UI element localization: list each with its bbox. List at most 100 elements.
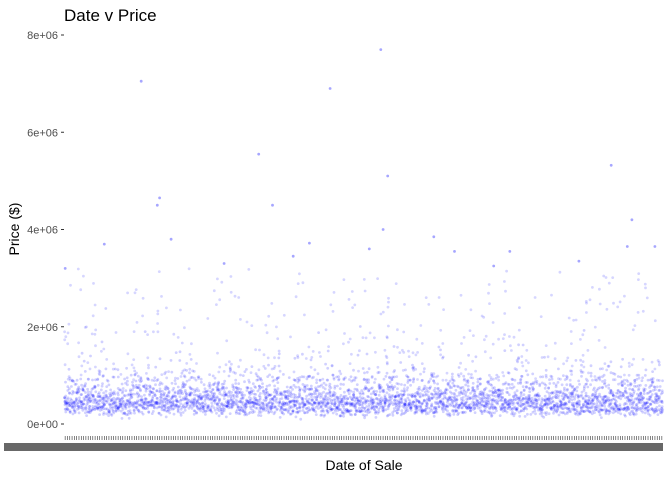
data-point xyxy=(280,402,284,406)
data-point xyxy=(120,417,124,420)
data-point xyxy=(375,405,379,409)
data-point xyxy=(121,396,124,400)
data-point xyxy=(340,397,344,401)
data-point xyxy=(537,394,541,398)
data-point xyxy=(375,390,378,393)
data-point xyxy=(333,394,337,397)
data-point xyxy=(499,394,502,398)
data-point xyxy=(222,262,226,265)
data-point xyxy=(189,391,193,395)
data-point xyxy=(91,408,94,411)
data-point xyxy=(611,393,615,396)
data-point xyxy=(424,410,428,414)
data-point xyxy=(400,412,404,415)
data-point xyxy=(202,405,206,409)
data-point xyxy=(107,410,111,413)
data-point xyxy=(323,394,327,398)
data-point xyxy=(156,400,159,404)
data-point xyxy=(601,408,604,412)
data-point xyxy=(177,400,181,403)
data-point xyxy=(311,406,314,410)
data-point xyxy=(285,401,288,405)
data-point xyxy=(204,402,207,406)
data-point xyxy=(79,406,83,410)
data-point xyxy=(337,401,341,405)
data-point xyxy=(75,378,79,382)
data-point xyxy=(328,398,332,401)
data-point xyxy=(103,403,106,407)
data-point xyxy=(243,410,247,414)
data-point xyxy=(305,387,308,391)
data-point xyxy=(419,392,422,395)
data-point xyxy=(637,376,641,380)
data-point xyxy=(233,391,237,394)
data-point xyxy=(510,401,513,404)
data-point xyxy=(492,406,495,410)
data-point xyxy=(234,386,238,389)
data-point xyxy=(240,393,244,396)
data-point xyxy=(209,409,213,413)
data-point xyxy=(215,402,219,405)
data-point xyxy=(330,408,334,411)
data-point xyxy=(555,405,559,408)
data-point xyxy=(160,295,163,298)
data-point xyxy=(351,306,354,309)
data-point xyxy=(197,407,201,411)
data-point xyxy=(455,409,458,412)
data-point xyxy=(120,397,124,400)
data-point xyxy=(476,384,480,388)
data-point xyxy=(346,397,350,400)
data-point xyxy=(92,282,95,285)
data-point xyxy=(262,407,266,411)
data-point xyxy=(455,409,459,413)
data-point xyxy=(80,383,83,387)
data-point xyxy=(635,385,638,388)
data-point xyxy=(604,384,608,388)
data-point xyxy=(409,406,413,410)
data-point xyxy=(401,369,405,372)
data-point xyxy=(311,398,314,402)
data-point xyxy=(346,402,350,405)
data-point xyxy=(289,335,292,339)
data-point xyxy=(510,407,514,410)
data-point xyxy=(94,365,97,369)
data-point xyxy=(389,385,393,389)
data-point xyxy=(77,390,81,394)
data-point xyxy=(601,397,604,401)
data-point xyxy=(616,408,620,412)
data-point xyxy=(524,400,528,404)
data-point xyxy=(363,386,367,390)
data-point xyxy=(538,407,542,411)
data-point xyxy=(365,405,369,408)
data-point xyxy=(156,322,160,325)
data-point xyxy=(503,349,507,352)
data-point xyxy=(644,401,648,405)
data-point xyxy=(532,382,535,386)
data-point xyxy=(195,387,199,390)
data-point xyxy=(414,367,418,371)
data-point xyxy=(157,405,161,409)
data-point xyxy=(270,406,274,410)
data-point xyxy=(571,395,574,398)
data-point xyxy=(471,386,475,389)
data-point xyxy=(590,394,594,398)
data-point xyxy=(229,275,233,278)
data-point xyxy=(417,385,421,389)
data-point xyxy=(345,410,349,414)
data-point xyxy=(460,392,464,395)
data-point xyxy=(438,400,442,403)
data-point xyxy=(212,382,216,386)
data-point xyxy=(436,395,440,399)
data-point xyxy=(358,395,362,399)
data-point xyxy=(416,351,419,354)
data-point xyxy=(494,394,498,398)
data-point xyxy=(241,408,245,412)
data-point xyxy=(284,396,288,400)
data-point xyxy=(333,404,336,408)
data-point xyxy=(411,395,414,399)
data-point xyxy=(153,406,156,410)
data-point xyxy=(256,378,260,382)
data-point xyxy=(137,409,141,413)
data-point xyxy=(349,404,352,407)
data-point xyxy=(644,406,648,410)
